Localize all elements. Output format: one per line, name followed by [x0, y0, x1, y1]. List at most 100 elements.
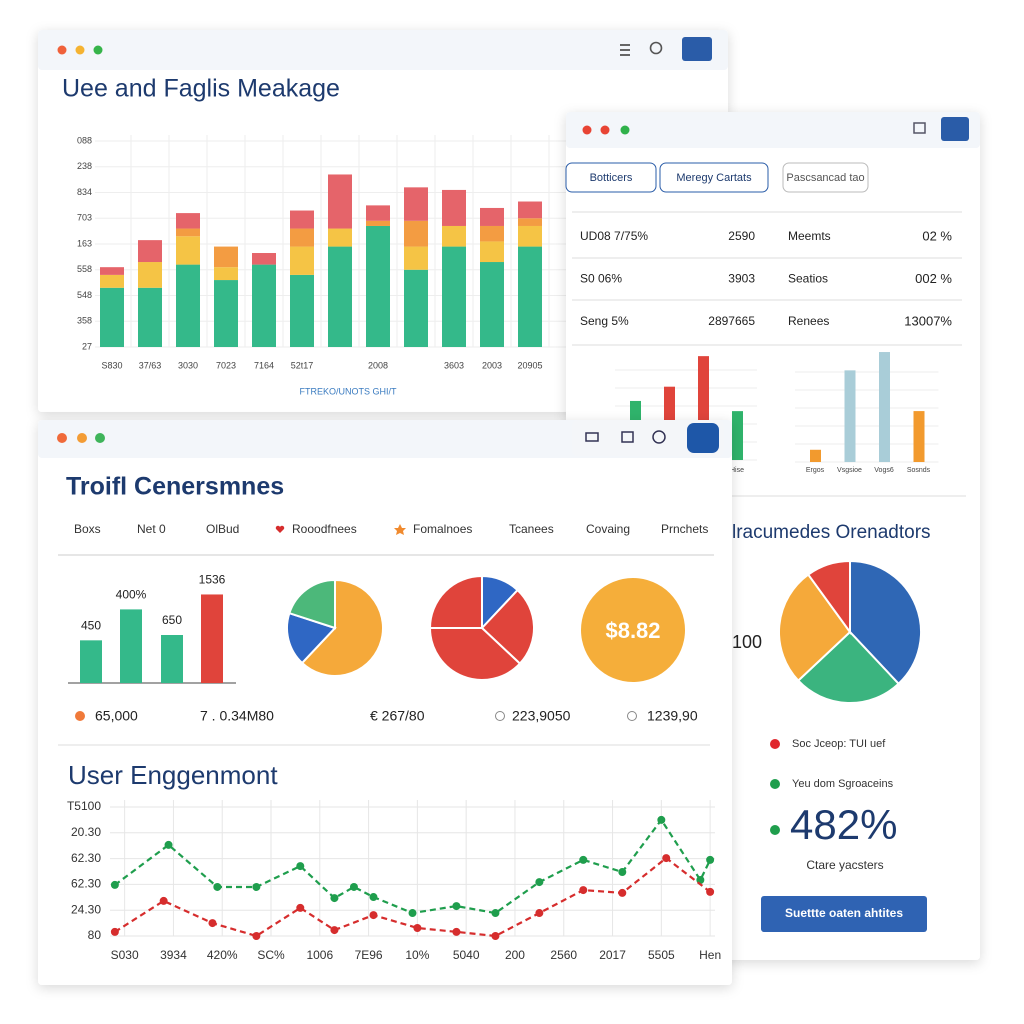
- point: [110, 927, 119, 936]
- point: [213, 882, 222, 891]
- y-tick-label: 62.30: [71, 877, 101, 891]
- x-tick-label: 3603: [444, 360, 464, 370]
- bar-segment: [404, 246, 428, 270]
- tab-label[interactable]: OlBud: [206, 522, 239, 536]
- bar-segment: [176, 264, 200, 347]
- menu-icon[interactable]: [620, 44, 630, 46]
- tab-label[interactable]: Net 0: [137, 522, 166, 536]
- star-icon: [394, 524, 406, 535]
- search-icon[interactable]: [649, 41, 663, 55]
- tool-icon[interactable]: [652, 430, 666, 444]
- x-tick-label: 2560: [550, 948, 577, 962]
- x-tick-label: S830: [101, 360, 122, 370]
- bar-segment: [214, 246, 238, 268]
- cell: Seng 5%: [580, 314, 629, 328]
- mini-label: Ergos: [806, 467, 825, 474]
- x-tick-label: 2003: [482, 360, 502, 370]
- pie-slice: [849, 559, 922, 686]
- dot: [600, 125, 610, 135]
- cell: 3903: [728, 272, 755, 286]
- y-tick-label: 163: [77, 238, 92, 248]
- bar-segment: [138, 287, 162, 347]
- tab-label[interactable]: Boxs: [74, 522, 101, 536]
- cell: Meemts: [788, 229, 831, 243]
- app-button[interactable]: [941, 117, 969, 141]
- tab[interactable]: [782, 162, 869, 193]
- button[interactable]: [761, 896, 927, 932]
- bar-segment: [518, 246, 542, 347]
- x-tick-label: 420%: [207, 948, 238, 962]
- bar-text: 650: [162, 613, 182, 627]
- pie-slice: [428, 574, 483, 629]
- tool-button[interactable]: [687, 423, 719, 453]
- tab-label[interactable]: Fomalnoes: [413, 522, 472, 536]
- section-title: lracumedes Orenadtors: [732, 522, 931, 543]
- bar-segment: [100, 267, 124, 275]
- bar-segment: [442, 246, 466, 347]
- stat-icon: [627, 711, 637, 721]
- tab[interactable]: [659, 162, 769, 193]
- window-header: [38, 420, 732, 458]
- bar-segment: [214, 267, 238, 281]
- bar-segment: [404, 269, 428, 347]
- point: [110, 880, 119, 889]
- stat: 65,000: [95, 708, 138, 724]
- point: [452, 902, 461, 911]
- toolbar-bg: [572, 420, 724, 456]
- bar-segment: [138, 240, 162, 263]
- point: [706, 855, 715, 864]
- print-icon[interactable]: [913, 122, 926, 134]
- app-button[interactable]: [682, 37, 712, 61]
- cell: Renees: [788, 314, 829, 328]
- x-tick-label: S030: [111, 948, 139, 962]
- x-tick-label: 10%: [405, 948, 429, 962]
- mini-bar: [732, 411, 743, 460]
- bar-segment: [366, 205, 390, 221]
- x-tick-label: SC%: [257, 948, 285, 962]
- x-axis-title: FTREKO/UNOTS GHI/T: [299, 386, 397, 396]
- bar-segment: [404, 187, 428, 221]
- x-tick-label: 2017: [599, 948, 626, 962]
- tab-label[interactable]: Tcanees: [509, 522, 554, 536]
- point: [491, 909, 500, 918]
- menu-icon[interactable]: [620, 49, 630, 51]
- stat: 7 . 0.34M80: [200, 708, 274, 724]
- window-frame: [38, 420, 732, 985]
- point: [491, 932, 500, 940]
- bar: [201, 594, 223, 683]
- cell: 002 %: [915, 271, 952, 286]
- point: [296, 903, 305, 912]
- bar-segment: [176, 228, 200, 237]
- y-tick-label: T5100: [67, 799, 101, 813]
- tab-label[interactable]: Rooodfnees: [292, 522, 357, 536]
- pie-slice: [806, 559, 851, 636]
- mini-bar: [844, 370, 856, 462]
- point: [159, 896, 168, 905]
- x-tick-label: 52t17: [291, 360, 314, 370]
- bar-segment: [442, 189, 466, 226]
- window-title: Uee and Faglis Meakage: [62, 75, 340, 103]
- pie-slice: [300, 578, 384, 677]
- point: [296, 862, 305, 871]
- pie-slice: [796, 630, 901, 704]
- side-text: 100: [732, 632, 762, 652]
- window-title: Troifl Cenersmnes: [66, 473, 284, 501]
- tool-icon[interactable]: [621, 431, 634, 443]
- mini-bar: [913, 411, 925, 462]
- tab[interactable]: [565, 162, 657, 193]
- bar-segment: [252, 253, 276, 265]
- legend-dot: [770, 739, 780, 749]
- x-tick-label: 7164: [254, 360, 274, 370]
- point: [349, 882, 358, 891]
- x-tick-label: 5505: [648, 948, 675, 962]
- menu-icon[interactable]: [620, 54, 630, 56]
- bar-segment: [100, 274, 124, 288]
- dot: [57, 433, 67, 443]
- tab-label[interactable]: Covaing: [586, 522, 630, 536]
- x-tick-label: 2008: [368, 360, 388, 370]
- y-tick-label: 358: [77, 316, 92, 326]
- tool-icon[interactable]: [585, 432, 599, 442]
- tab-label[interactable]: Prnchets: [661, 522, 708, 536]
- x-tick-label: 1006: [306, 948, 333, 962]
